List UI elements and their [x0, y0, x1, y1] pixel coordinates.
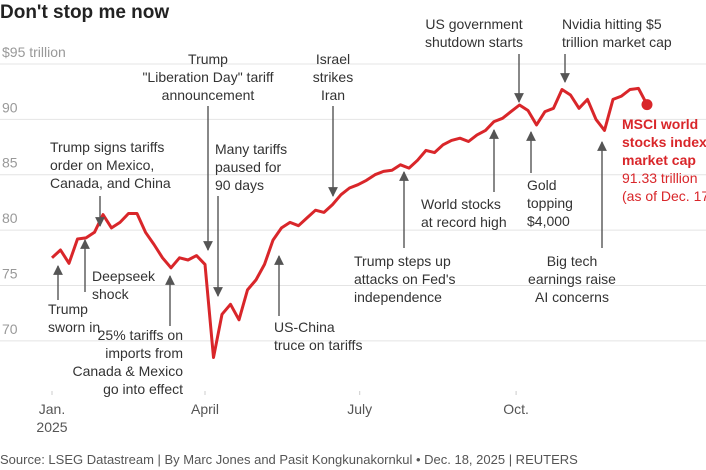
- y-tick-label: 75: [2, 265, 18, 281]
- x-tick-label: July: [347, 401, 372, 417]
- y-tick-label: 85: [2, 155, 18, 171]
- x-tick-label: Oct.: [503, 401, 529, 417]
- x-tick-label: April: [191, 401, 219, 417]
- annotation: Deepseek shock: [92, 268, 156, 302]
- note: (as of Dec. 17): [622, 188, 706, 204]
- x-tick-label: Jan. 2025: [36, 401, 67, 435]
- annotation: Gold topping $4,000: [527, 177, 573, 229]
- series-label: MSCI world stocks index market cap: [622, 116, 706, 168]
- annotation: Trump sworn in: [48, 301, 100, 335]
- value-label: 91.33 trillion: [622, 170, 698, 186]
- annotation: Trump signs tariffs order on Mexico, Canad…: [50, 139, 171, 191]
- chart-title: Don't stop me now: [0, 2, 169, 23]
- end-dot: [641, 99, 653, 111]
- annotation: Israel strikes Iran: [313, 51, 353, 103]
- annotation: Big tech earnings raise AI concerns: [528, 253, 616, 305]
- series-line: [50, 86, 649, 359]
- source: Source: LSEG Datastream | By Marc Jones …: [0, 452, 578, 467]
- annotation: Trump steps up attacks on Fed's independen…: [354, 253, 456, 305]
- y-tick-label: 70: [2, 321, 18, 337]
- y-tick-label: $95 trillion: [2, 44, 66, 60]
- y-tick-label: 80: [2, 210, 18, 226]
- annotation: Trump "Liberation Day" tariff announcement: [142, 51, 273, 103]
- annotation: US government shutdown starts: [425, 16, 523, 50]
- annotation: US-China truce on tariffs: [274, 319, 362, 353]
- y-tick-label: 90: [2, 99, 18, 115]
- annotation: Many tariffs paused for 90 days: [215, 141, 287, 193]
- annotation: World stocks at record high: [421, 196, 507, 230]
- annotation: Nvidia hitting $5 trillion market cap: [562, 16, 672, 50]
- annotation: 25% tariffs on imports from Canada & Mexic…: [72, 327, 183, 397]
